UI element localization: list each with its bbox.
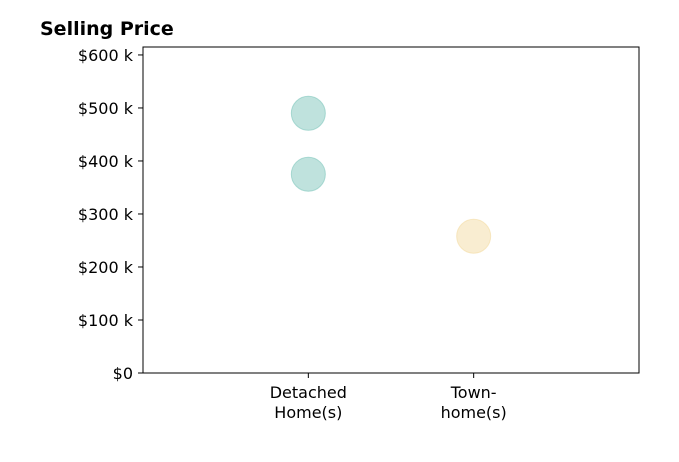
x-tick-label: home(s)	[441, 403, 507, 422]
x-tick-label: Detached	[270, 383, 347, 402]
y-axis: $0 $100 k $200 k $300 k $400 k $500 k $600 k	[78, 46, 143, 383]
y-tick-label: $400 k	[78, 152, 134, 171]
y-tick-label: $500 k	[78, 99, 134, 118]
y-tick-label: $600 k	[78, 46, 134, 65]
y-tick-label: $200 k	[78, 258, 134, 277]
y-tick-label: $100 k	[78, 311, 134, 330]
data-point	[290, 95, 326, 131]
plot-markers	[290, 95, 492, 254]
x-tick-label: Town-	[450, 383, 497, 402]
y-tick-label: $0	[113, 364, 133, 383]
y-tick-label: $300 k	[78, 205, 134, 224]
plot-frame	[142, 46, 640, 374]
x-tick-label: Home(s)	[274, 403, 342, 422]
data-point	[290, 156, 326, 192]
data-point	[456, 218, 492, 254]
chart-title: Selling Price	[40, 18, 174, 40]
